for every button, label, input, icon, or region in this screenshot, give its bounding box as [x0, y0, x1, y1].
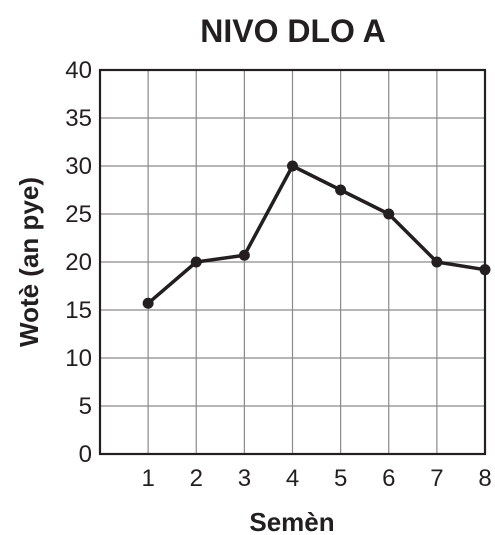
x-tick-labels: 1 2 3 4 5 6 7 8 — [141, 465, 491, 492]
data-point — [287, 160, 298, 172]
y-tick-label: 40 — [65, 57, 92, 84]
x-tick-label: 5 — [334, 465, 347, 492]
x-tick-label: 6 — [382, 465, 395, 492]
data-point — [383, 208, 395, 220]
data-point — [335, 184, 347, 196]
plot-frame — [98, 68, 487, 456]
x-tick-label: 4 — [286, 465, 299, 492]
y-tick-label: 15 — [65, 297, 92, 324]
data-point — [142, 297, 154, 309]
data-point — [479, 264, 491, 276]
y-tick-label: 5 — [79, 393, 92, 420]
x-tick-label: 7 — [430, 465, 443, 492]
x-tick-label: 8 — [478, 465, 491, 492]
data-point — [190, 256, 202, 268]
data-points — [142, 160, 491, 309]
grid — [99, 69, 486, 455]
x-axis-label: Semèn — [249, 507, 334, 535]
data-point — [238, 249, 250, 261]
y-tick-labels: 0 5 10 15 20 25 30 35 40 — [65, 57, 92, 468]
y-tick-label: 10 — [65, 345, 92, 372]
x-tick-label: 1 — [141, 465, 154, 492]
x-tick-label: 2 — [190, 465, 203, 492]
series-line — [146, 164, 486, 305]
x-tick-label: 3 — [238, 465, 251, 492]
data-point — [431, 256, 443, 268]
y-tick-label: 30 — [65, 153, 92, 180]
y-tick-label: 25 — [65, 201, 92, 228]
y-tick-label: 0 — [79, 441, 92, 468]
y-axis-label: Wotè (an pye) — [14, 177, 44, 347]
y-tick-label: 20 — [65, 249, 92, 276]
chart-title: NIVO DLO A — [200, 13, 385, 49]
y-tick-label: 35 — [65, 105, 92, 132]
